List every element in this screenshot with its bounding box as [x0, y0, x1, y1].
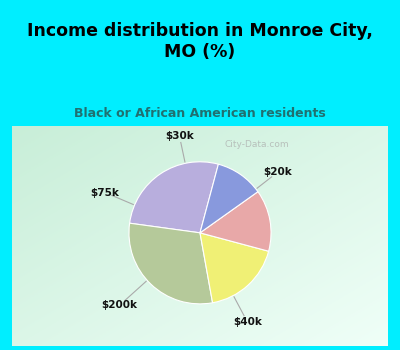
Wedge shape [200, 164, 258, 233]
Wedge shape [129, 223, 212, 304]
Text: City-Data.com: City-Data.com [225, 140, 290, 149]
Text: Income distribution in Monroe City,
MO (%): Income distribution in Monroe City, MO (… [27, 22, 373, 61]
Wedge shape [200, 192, 271, 251]
Text: $20k: $20k [263, 167, 292, 177]
Wedge shape [200, 233, 269, 303]
Wedge shape [130, 162, 218, 233]
Text: $200k: $200k [102, 300, 138, 310]
Text: Black or African American residents: Black or African American residents [74, 107, 326, 120]
Text: $75k: $75k [91, 188, 120, 198]
Text: $40k: $40k [233, 317, 262, 327]
Text: $30k: $30k [165, 131, 194, 141]
